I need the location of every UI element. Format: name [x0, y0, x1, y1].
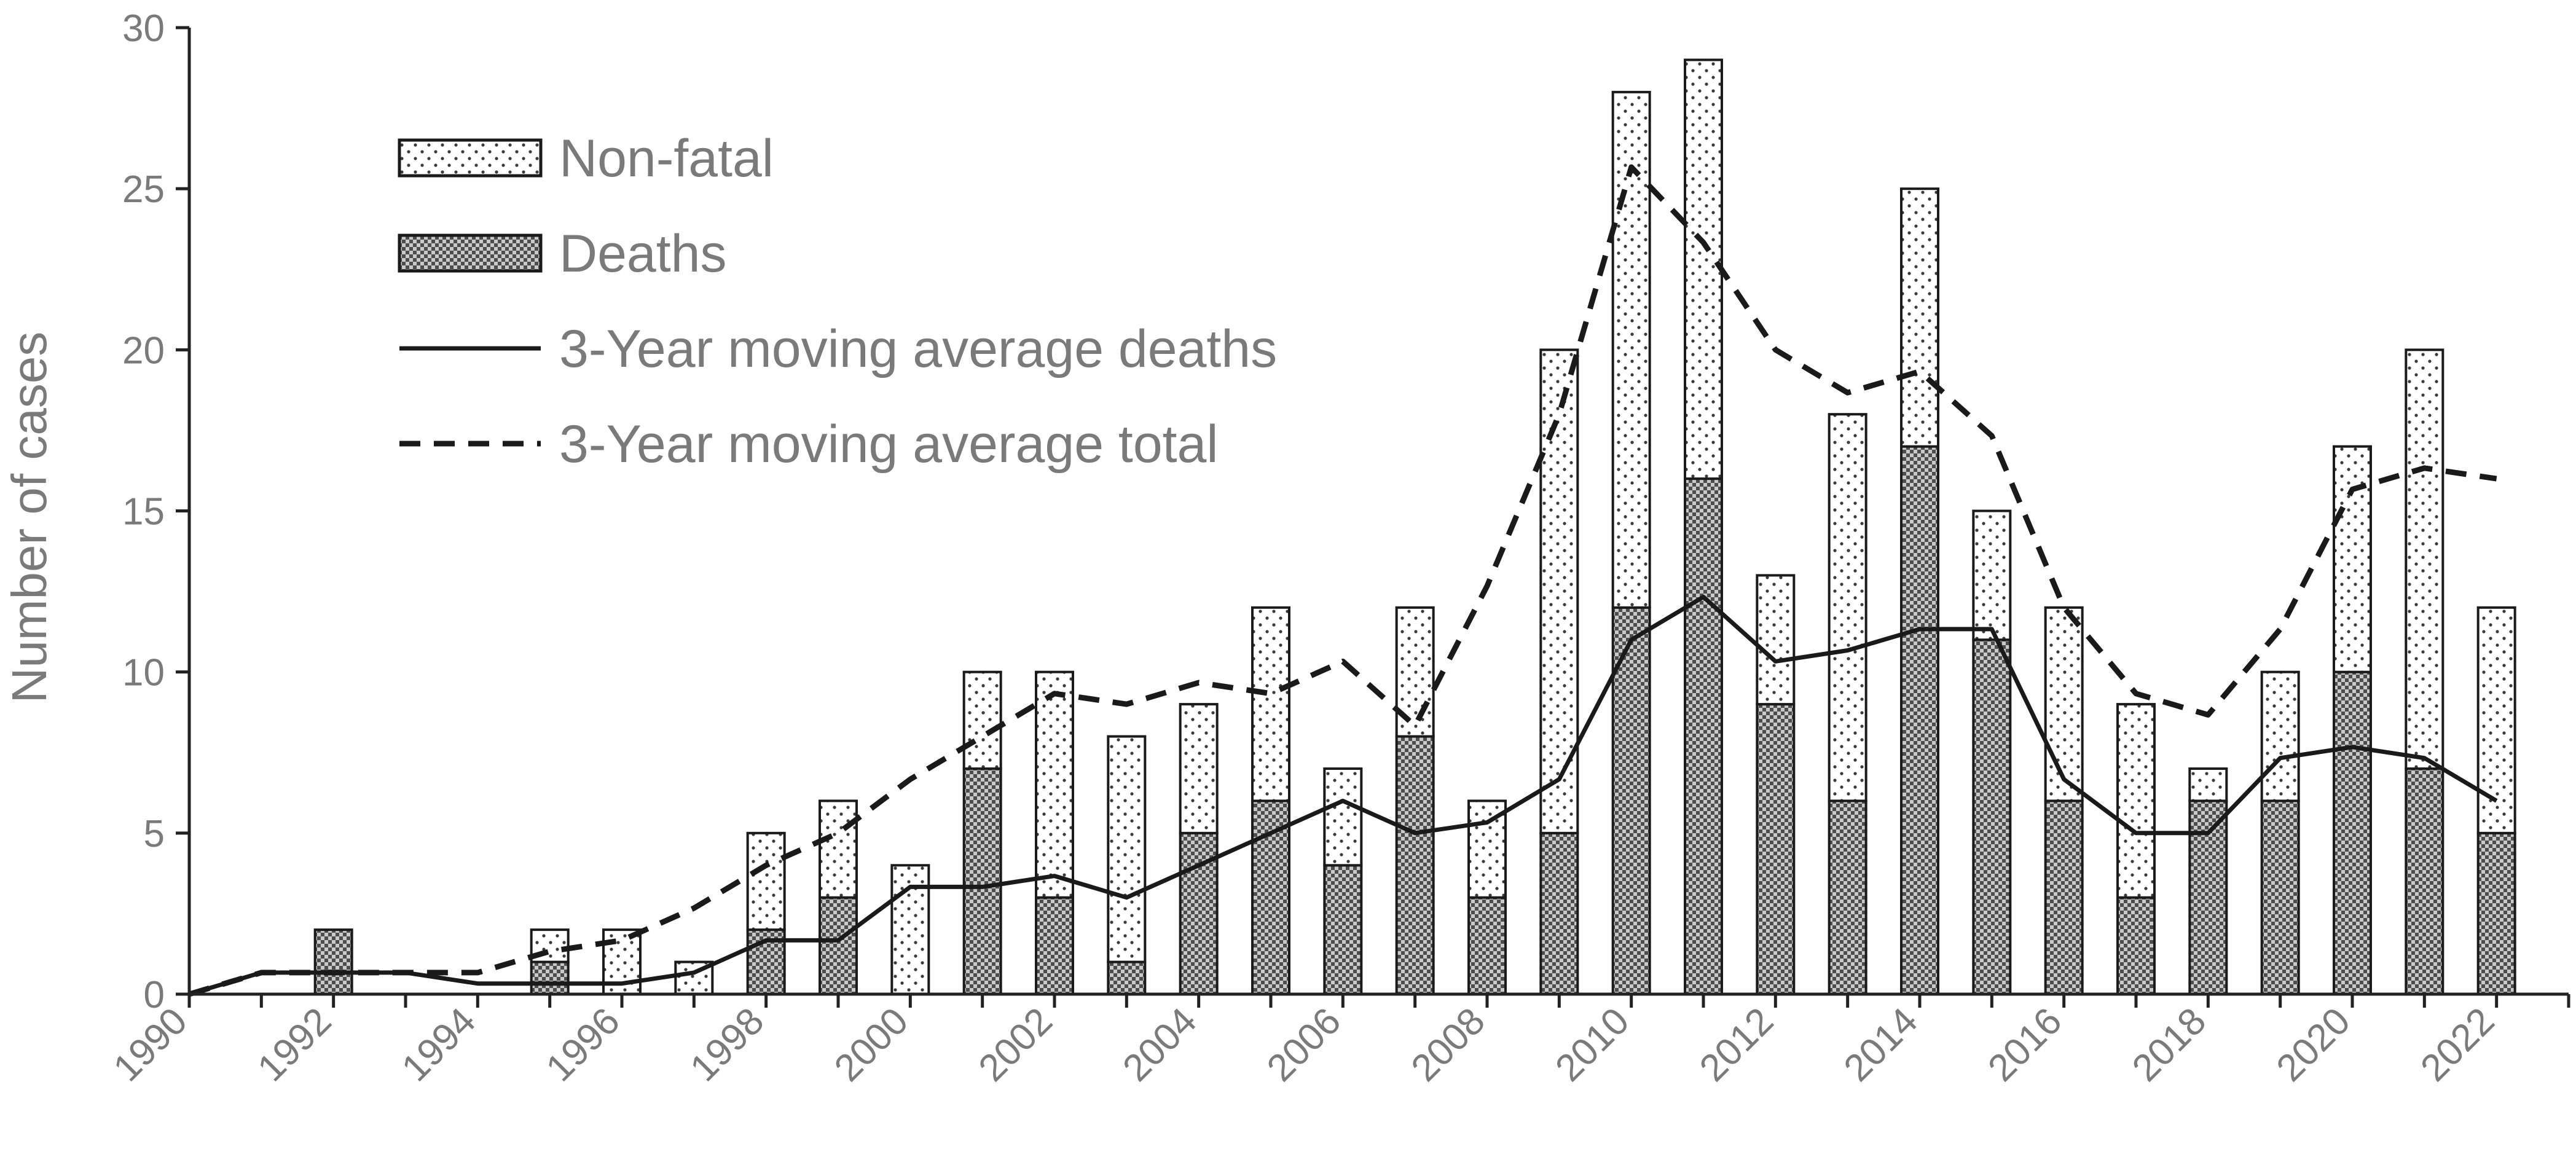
bar-deaths-2017 [2116, 896, 2156, 995]
bar-nonfatal-2010 [1611, 90, 1651, 609]
bar-deaths-2007 [1395, 735, 1435, 995]
bar-deaths-2008 [1467, 896, 1507, 995]
bar-nonfatal-2013 [1828, 413, 1867, 802]
x-tick-label: 2012 [1692, 1000, 1781, 1089]
bar-nonfatal-2005 [1251, 606, 1290, 802]
bar-deaths-2020 [2333, 670, 2372, 995]
y-tick-label: 25 [122, 168, 165, 211]
bar-deaths-2022 [2476, 831, 2516, 996]
bar-deaths-2014 [1900, 445, 1939, 995]
legend-label: 3-Year moving average deaths [559, 320, 1277, 378]
y-tick-label: 15 [122, 491, 165, 533]
bar-nonfatal-2004 [1179, 703, 1219, 834]
x-tick-label: 2002 [971, 1000, 1061, 1089]
x-tick-label: 2014 [1836, 1000, 1926, 1089]
bar-nonfatal-2012 [1756, 574, 1796, 706]
bar-nonfatal-2015 [1972, 509, 2012, 641]
y-tick-label: 10 [122, 652, 165, 694]
x-tick-label: 2000 [827, 1000, 916, 1089]
legend-label: Deaths [559, 224, 727, 283]
x-tick-label: 2018 [2124, 1000, 2214, 1089]
bar-deaths-1992 [313, 928, 353, 995]
bar-deaths-2011 [1684, 477, 1723, 995]
legend: Non-fatal Deaths 3-Year moving average dea… [398, 129, 1277, 474]
bar-deaths-2006 [1323, 864, 1363, 996]
bar-nonfatal-2009 [1539, 348, 1579, 834]
bar-deaths-2003 [1107, 960, 1147, 995]
bar-deaths-2019 [2260, 799, 2300, 996]
bar-nonfatal-2017 [2116, 703, 2156, 899]
bar-nonfatal-2020 [2333, 445, 2372, 673]
bar-deaths-2013 [1828, 799, 1867, 996]
bar-nonfatal-2003 [1107, 735, 1147, 963]
bar-nonfatal-2021 [2405, 348, 2444, 770]
bar-deaths-1999 [819, 896, 858, 995]
y-tick-label: 30 [122, 7, 165, 50]
line-moving-average-total [188, 164, 2497, 997]
bar-nonfatal-2019 [2260, 670, 2300, 802]
bars-layer [313, 58, 2516, 996]
bar-nonfatal-2014 [1900, 187, 1939, 448]
x-tick-label: 1998 [682, 1000, 772, 1089]
bar-nonfatal-1999 [819, 799, 858, 899]
lines-layer [188, 164, 2498, 997]
x-tick-label: 2020 [2269, 1000, 2358, 1089]
bar-nonfatal-2016 [2044, 606, 2084, 802]
y-tick-label: 20 [122, 329, 165, 372]
line-moving-average-deaths [188, 595, 2498, 997]
x-tick-label: 2004 [1115, 1000, 1204, 1089]
y-ticks: 0 5 10 15 20 25 30 [122, 7, 189, 1016]
bar-nonfatal-2001 [962, 670, 1002, 770]
y-axis-title: Number of cases [2, 332, 57, 704]
bar-nonfatal-2018 [2188, 767, 2228, 802]
bar-nonfatal-2000 [890, 864, 930, 996]
bar-nonfatal-2011 [1684, 58, 1723, 480]
legend-swatch-deaths [398, 233, 543, 273]
bar-deaths-2001 [962, 767, 1002, 995]
legend-swatch-nonfatal [398, 138, 543, 178]
legend-label: 3-Year moving average total [559, 415, 1218, 474]
x-ticks: 1990 1992 1994 1996 1998 2000 2002 2004 2006 2008… [106, 994, 2570, 1089]
bar-deaths-2002 [1035, 896, 1074, 995]
x-tick-label: 1994 [394, 1000, 484, 1089]
bar-deaths-2015 [1972, 638, 2012, 995]
x-tick-label: 2010 [1547, 1000, 1637, 1089]
bar-deaths-2016 [2044, 799, 2084, 996]
bar-deaths-2021 [2405, 767, 2444, 995]
bar-deaths-2018 [2188, 799, 2228, 996]
x-tick-label: 2006 [1259, 1000, 1349, 1089]
legend-label: Non-fatal [559, 129, 774, 188]
bar-deaths-2012 [1756, 703, 1796, 995]
bar-deaths-1995 [530, 960, 570, 995]
y-tick-label: 5 [144, 813, 165, 855]
bar-nonfatal-2006 [1323, 767, 1363, 867]
bar-nonfatal-1998 [746, 831, 786, 931]
bar-nonfatal-2002 [1035, 670, 1074, 899]
x-tick-label: 2008 [1404, 1000, 1493, 1089]
bar-deaths-2005 [1251, 799, 1290, 996]
bar-deaths-2009 [1539, 831, 1579, 996]
x-tick-label: 1996 [538, 1000, 628, 1089]
x-tick-label: 1992 [249, 1000, 339, 1089]
y-tick-label: 0 [144, 974, 165, 1016]
x-tick-label: 2022 [2413, 1000, 2502, 1089]
x-tick-label: 2016 [1980, 1000, 2070, 1089]
